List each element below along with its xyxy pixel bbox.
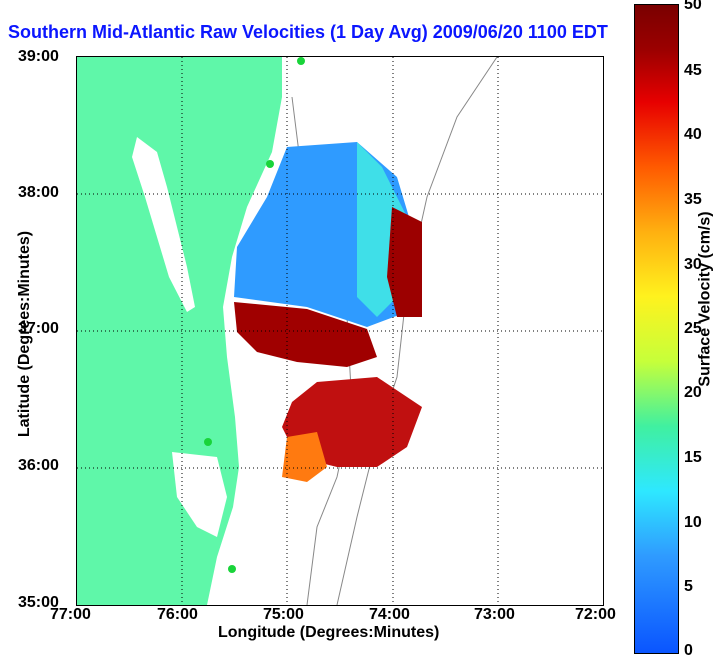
x-tick: 74:00 bbox=[369, 606, 410, 623]
x-tick: 76:00 bbox=[157, 606, 198, 623]
x-tick: 75:00 bbox=[263, 606, 304, 623]
colorbar-title: Surface Velocity (cm/s) bbox=[696, 211, 714, 387]
chesapeake-bay bbox=[132, 137, 195, 312]
map-plot-area[interactable] bbox=[76, 56, 604, 606]
colorbar-tick: 25 bbox=[684, 320, 702, 337]
y-axis-title: Latitude (Degrees:Minutes) bbox=[16, 230, 34, 438]
y-tick: 36:00 bbox=[18, 457, 59, 474]
colorbar-tick: 15 bbox=[684, 449, 702, 466]
station-marker bbox=[266, 160, 274, 168]
colorbar-tick: 0 bbox=[684, 642, 693, 659]
y-tick: 38:00 bbox=[18, 184, 59, 201]
x-tick: 73:00 bbox=[474, 606, 515, 623]
colorbar-tick: 35 bbox=[684, 191, 702, 208]
sound-water bbox=[172, 452, 227, 537]
station-marker bbox=[228, 565, 236, 573]
velocity-field-south-edge bbox=[282, 432, 327, 482]
colorbar-tick: 20 bbox=[684, 384, 702, 401]
colorbar-tick: 45 bbox=[684, 62, 702, 79]
map-title: Southern Mid-Atlantic Raw Velocities (1 … bbox=[8, 22, 608, 42]
y-tick: 35:00 bbox=[18, 594, 59, 611]
x-tick: 77:00 bbox=[50, 606, 91, 623]
colorbar-tick: 50 bbox=[684, 0, 702, 13]
velocity-field-central bbox=[234, 302, 377, 367]
land-mass bbox=[77, 57, 282, 605]
colorbar-tick: 10 bbox=[684, 514, 702, 531]
y-tick: 39:00 bbox=[18, 48, 59, 65]
x-axis-title: Longitude (Degrees:Minutes) bbox=[218, 624, 440, 641]
y-tick: 37:00 bbox=[18, 320, 59, 337]
station-marker bbox=[204, 438, 212, 446]
velocity-field-east bbox=[387, 207, 422, 317]
depth-contour bbox=[336, 57, 498, 605]
colorbar-tick: 40 bbox=[684, 126, 702, 143]
colorbar-tick: 5 bbox=[684, 578, 693, 595]
colorbar-tick: 30 bbox=[684, 256, 702, 273]
colorbar bbox=[634, 4, 679, 654]
station-marker bbox=[297, 57, 305, 65]
map-canvas bbox=[77, 57, 603, 605]
x-tick: 72:00 bbox=[575, 606, 616, 623]
